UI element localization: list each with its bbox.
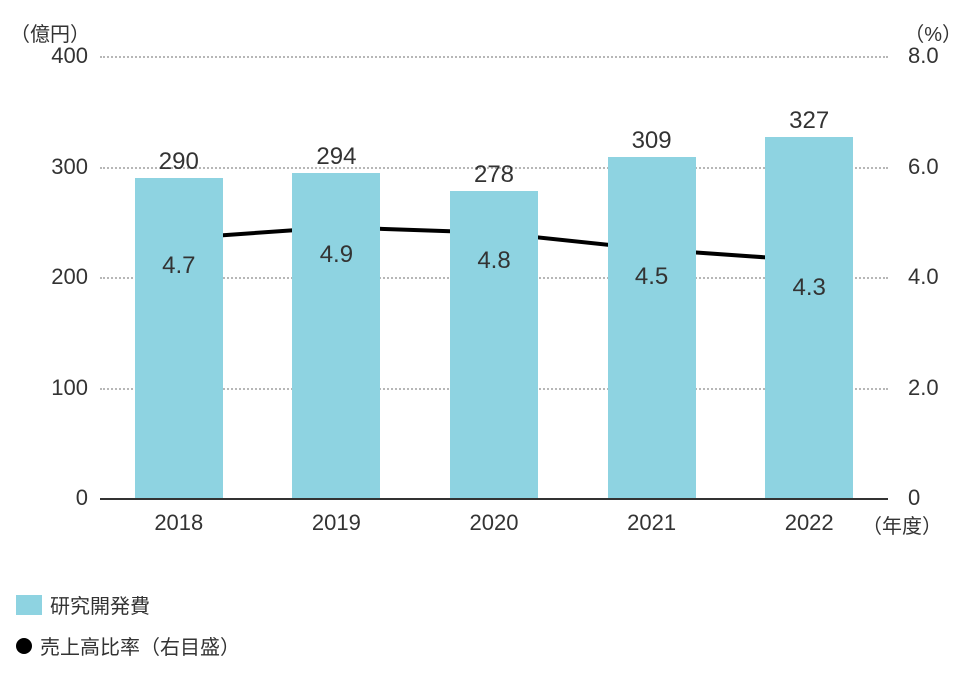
ytick-right: 0 — [908, 485, 920, 511]
ytick-right: 4.0 — [908, 264, 939, 290]
bar-value-label: 327 — [789, 107, 829, 135]
plot-area: 290 294 278 309 327 4.7 4.9 4.8 4.5 4.3 — [100, 56, 888, 498]
legend-swatch-box — [16, 595, 42, 615]
x-axis-baseline — [100, 498, 888, 500]
legend-label: 売上高比率（右目盛） — [40, 631, 240, 660]
line-value-label: 4.7 — [162, 252, 195, 280]
bar — [450, 191, 538, 498]
xtick-label: 2019 — [312, 510, 361, 536]
ytick-left: 0 — [18, 485, 88, 511]
ytick-left: 100 — [18, 375, 88, 401]
ytick-left: 200 — [18, 264, 88, 290]
bar-value-label: 278 — [474, 161, 514, 189]
gridline — [100, 56, 888, 58]
xtick-label: 2022 — [785, 510, 834, 536]
legend-item: 売上高比率（右目盛） — [16, 631, 240, 660]
legend-item: 研究開発費 — [16, 590, 240, 619]
bar-value-label: 309 — [632, 127, 672, 155]
xtick-label: 2020 — [470, 510, 519, 536]
legend: 研究開発費売上高比率（右目盛） — [16, 590, 240, 660]
xtick-label: 2021 — [627, 510, 676, 536]
line-value-label: 4.3 — [793, 274, 826, 302]
x-axis-title: （年度） — [862, 510, 942, 539]
ytick-left: 400 — [18, 43, 88, 69]
legend-swatch-dot — [16, 638, 32, 654]
bar — [765, 137, 853, 498]
bar-value-label: 294 — [316, 143, 356, 171]
ytick-right: 2.0 — [908, 375, 939, 401]
bar — [292, 173, 380, 498]
legend-label: 研究開発費 — [50, 590, 150, 619]
line-value-label: 4.8 — [477, 247, 510, 275]
bar-value-label: 290 — [159, 148, 199, 176]
line-value-label: 4.5 — [635, 263, 668, 291]
bar — [608, 157, 696, 498]
ytick-right: 6.0 — [908, 154, 939, 180]
chart-container: （億円） （%） （年度） 2902942783093274.74.94.84.… — [0, 0, 970, 679]
line-value-label: 4.9 — [320, 241, 353, 269]
xtick-label: 2018 — [154, 510, 203, 536]
ytick-left: 300 — [18, 154, 88, 180]
ytick-right: 8.0 — [908, 43, 939, 69]
bar — [135, 178, 223, 498]
